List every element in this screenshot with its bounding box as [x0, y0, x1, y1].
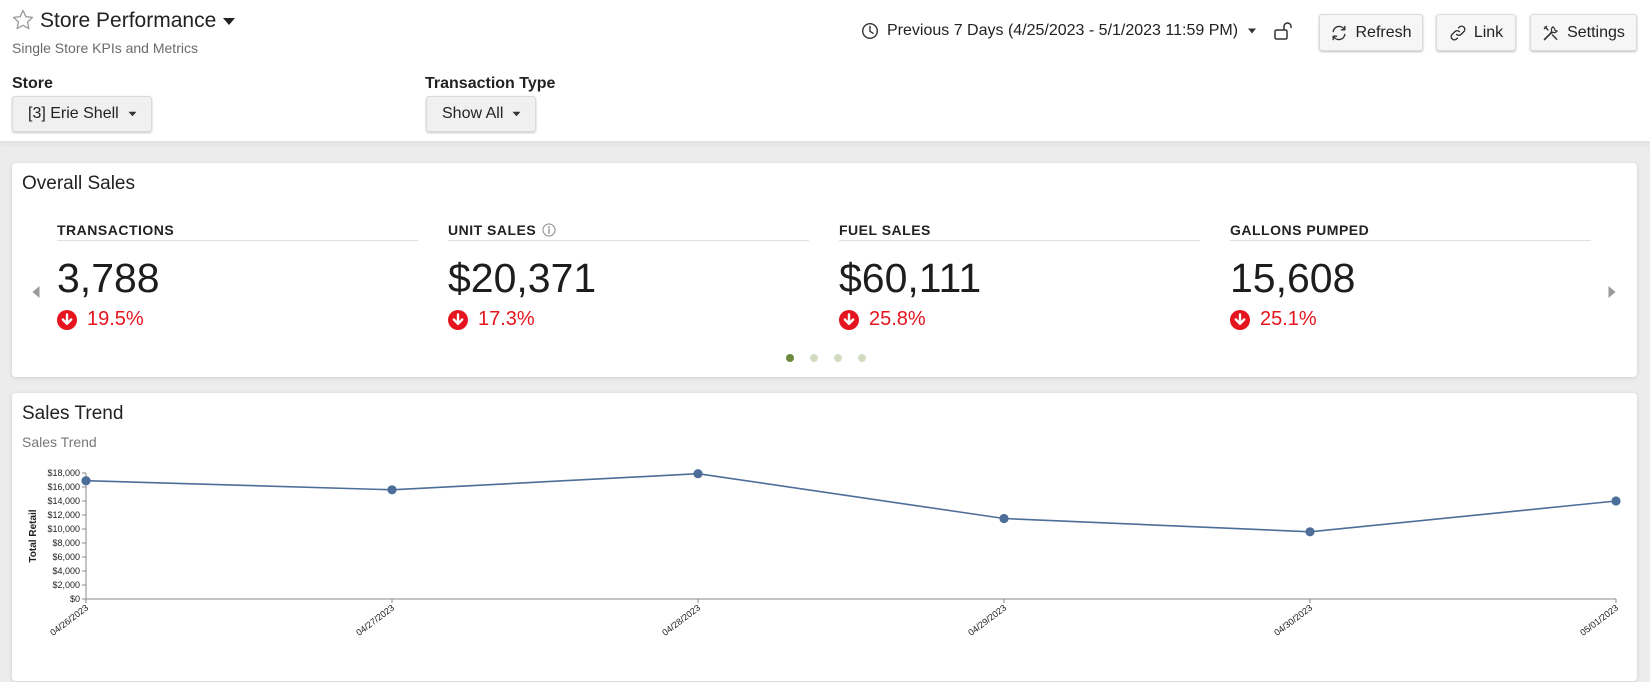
down-arrow-circle-icon	[448, 309, 468, 330]
x-tick-label: 04/26/2023	[48, 603, 90, 638]
kpi-delta: 17.3%	[448, 308, 809, 331]
y-tick-label: $8,000	[52, 538, 80, 548]
y-tick-label: $6,000	[52, 552, 80, 562]
page-subtitle: Single Store KPIs and Metrics	[12, 40, 198, 56]
kpi-delta-value: 17.3%	[478, 308, 535, 330]
kpi-transactions: TRANSACTIONS 3,788 19.5%	[57, 219, 418, 331]
x-tick-label: 04/29/2023	[966, 603, 1008, 638]
store-dropdown[interactable]: [3] Erie Shell	[12, 96, 152, 132]
title-dropdown-caret-icon[interactable]	[222, 16, 236, 26]
chevron-down-icon	[1248, 28, 1257, 34]
x-tick-label: 04/30/2023	[1272, 603, 1314, 638]
carousel-dot[interactable]	[786, 354, 794, 362]
kpi-delta-value: 25.8%	[869, 308, 926, 330]
chevron-down-icon	[512, 111, 521, 117]
kpi-value: $20,371	[448, 255, 597, 301]
transaction-type-dropdown[interactable]: Show All	[426, 96, 537, 132]
kpi-fuel-sales: FUEL SALES $60,111 25.8%	[839, 219, 1200, 331]
favorite-star-icon[interactable]	[11, 8, 35, 32]
info-icon[interactable]	[542, 223, 556, 237]
overall-sales-title: Overall Sales	[22, 173, 135, 194]
date-range-selector[interactable]: Previous 7 Days (4/25/2023 - 5/1/2023 11…	[861, 20, 1257, 42]
kpi-gallons-pumped: GALLONS PUMPED 15,608 25.1%	[1230, 219, 1591, 331]
data-point	[1305, 527, 1315, 537]
kpi-label-row: GALLONS PUMPED	[1230, 219, 1591, 241]
transaction-type-dropdown-value: Show All	[442, 105, 504, 122]
kpi-label-row: UNIT SALES	[448, 219, 809, 241]
store-filter-label: Store	[12, 75, 53, 92]
kpi-delta: 25.8%	[839, 308, 1200, 331]
link-button-label: Link	[1473, 23, 1504, 41]
page-title: Store Performance	[40, 9, 217, 32]
dashboard-header: Store Performance Single Store KPIs and …	[0, 0, 1650, 142]
refresh-button-label: Refresh	[1355, 23, 1412, 41]
settings-button-label: Settings	[1567, 23, 1625, 41]
sales-trend-subtitle: Sales Trend	[22, 434, 97, 450]
kpi-value: $60,111	[839, 255, 982, 301]
overall-sales-panel: Overall Sales TRANSACTIONS 3,788 19.5% U…	[12, 163, 1637, 377]
carousel-dot[interactable]	[858, 354, 866, 362]
chevron-down-icon	[128, 111, 137, 117]
sales-trend-chart: $0 $2,000 $4,000 $6,000 $8,000 $10,000 $12,000…	[28, 468, 1621, 638]
kpi-delta-value: 19.5%	[87, 308, 144, 330]
y-tick-label: $2,000	[52, 580, 80, 590]
kpi-unit-sales: UNIT SALES $20,371 17.3%	[448, 219, 809, 331]
carousel-prev-icon[interactable]	[30, 284, 42, 300]
kpi-value: 3,788	[57, 255, 160, 301]
refresh-button[interactable]: Refresh	[1319, 14, 1423, 51]
x-tick-label: 04/27/2023	[354, 603, 396, 638]
unlock-icon[interactable]	[1272, 20, 1294, 42]
kpi-label-row: FUEL SALES	[839, 219, 1200, 241]
settings-button[interactable]: Settings	[1530, 14, 1637, 51]
down-arrow-circle-icon	[1230, 309, 1250, 330]
kpi-label: UNIT SALES	[448, 221, 537, 238]
series-line	[85, 472, 1617, 533]
y-tick-label: $16,000	[47, 482, 80, 492]
y-tick-label: $12,000	[47, 510, 80, 520]
data-point	[693, 469, 703, 479]
carousel-dot[interactable]	[834, 354, 842, 362]
transaction-type-filter-label: Transaction Type	[425, 75, 556, 92]
date-range-label: Previous 7 Days (4/25/2023 - 5/1/2023 11…	[887, 22, 1239, 39]
tools-icon	[1543, 25, 1558, 40]
store-dropdown-value: [3] Erie Shell	[28, 105, 119, 122]
y-tick-label: $4,000	[52, 566, 80, 576]
link-button[interactable]: Link	[1436, 14, 1516, 51]
kpi-delta: 19.5%	[57, 308, 418, 331]
y-tick-label: $0	[70, 594, 80, 604]
data-point	[387, 485, 397, 495]
down-arrow-circle-icon	[839, 309, 859, 330]
kpi-delta: 25.1%	[1230, 308, 1591, 331]
down-arrow-circle-icon	[57, 309, 77, 330]
y-tick-label: $14,000	[47, 496, 80, 506]
clock-icon	[861, 22, 879, 40]
sales-trend-title: Sales Trend	[22, 403, 124, 424]
link-icon	[1450, 25, 1466, 40]
kpi-label-row: TRANSACTIONS	[57, 219, 418, 241]
y-tick-label: $18,000	[47, 468, 80, 478]
kpi-value: 15,608	[1230, 255, 1356, 301]
y-tick-label: $10,000	[47, 524, 80, 534]
y-axis-title: Total Retail	[28, 509, 39, 562]
refresh-icon	[1332, 25, 1346, 40]
data-point	[999, 513, 1009, 524]
carousel-pagination	[786, 354, 882, 362]
kpi-delta-value: 25.1%	[1260, 308, 1317, 330]
x-tick-label: 05/01/2023	[1578, 603, 1620, 638]
carousel-next-icon[interactable]	[1606, 284, 1618, 300]
kpi-label: TRANSACTIONS	[57, 221, 175, 238]
x-tick-label: 04/28/2023	[660, 603, 702, 638]
carousel-dot[interactable]	[810, 354, 818, 362]
sales-trend-panel: Sales Trend Sales Trend $0 $2,000 $4,000 $6…	[12, 393, 1637, 681]
data-point	[81, 476, 91, 486]
data-point	[1611, 496, 1621, 506]
kpi-label: FUEL SALES	[839, 221, 931, 238]
kpi-label: GALLONS PUMPED	[1230, 221, 1370, 238]
